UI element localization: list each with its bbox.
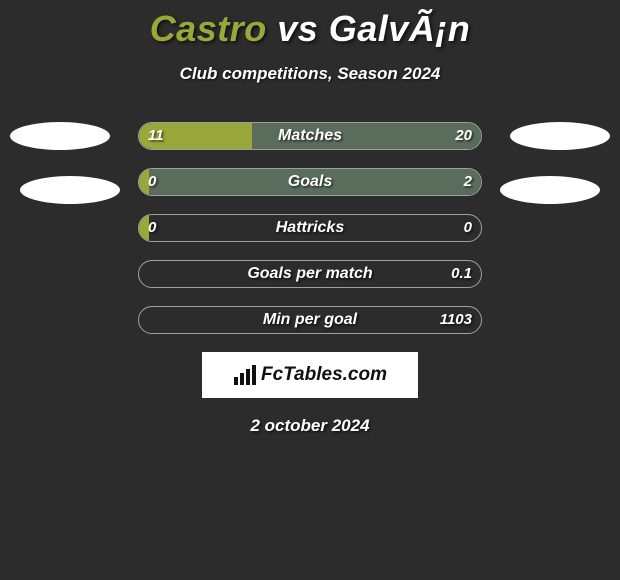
avatar-right-2 [500,176,600,204]
date-text: 2 october 2024 [0,416,620,436]
logo-box: FcTables.com [202,352,418,398]
logo: FcTables.com [233,364,387,386]
bar-track [138,260,482,288]
subtitle: Club competitions, Season 2024 [0,64,620,84]
comparison-infographic: Castro vs GalvÃ¡n Club competitions, Sea… [0,0,620,580]
bar-track [138,214,482,242]
player-right-name: GalvÃ¡n [329,8,471,49]
vs-text: vs [267,8,329,49]
bar-fill-right [252,123,481,149]
avatar-left-2 [20,176,120,204]
bar-fill-left [139,123,252,149]
title: Castro vs GalvÃ¡n [0,0,620,50]
bar-track [138,122,482,150]
stat-row: Min per goal1103 [0,306,620,334]
avatar-left-1 [10,122,110,150]
bar-fill-right [149,169,481,195]
player-left-name: Castro [150,8,267,49]
stat-row: Goals per match0.1 [0,260,620,288]
logo-text: FcTables.com [261,364,387,386]
bar-chart-icon [233,365,257,385]
avatar-right-1 [510,122,610,150]
bar-track [138,168,482,196]
stat-rows: Matches1120Goals02Hattricks00Goals per m… [0,122,620,334]
bar-track [138,306,482,334]
stat-row: Hattricks00 [0,214,620,242]
bar-fill-left [139,215,149,241]
bar-fill-left [139,169,149,195]
